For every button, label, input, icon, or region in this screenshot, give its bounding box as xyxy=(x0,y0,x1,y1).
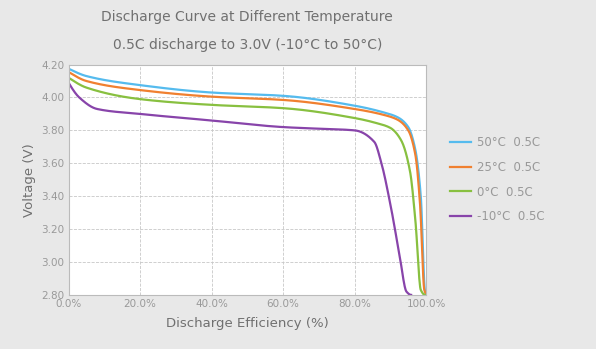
50°C  0.5C xyxy=(65,67,72,71)
25°C  0.5C xyxy=(283,98,290,102)
25°C  0.5C xyxy=(423,293,430,297)
0°C  0.5C xyxy=(281,106,288,110)
Y-axis label: Voltage (V): Voltage (V) xyxy=(23,143,36,217)
25°C  0.5C xyxy=(374,111,381,115)
0°C  0.5C xyxy=(87,87,94,91)
0°C  0.5C xyxy=(65,76,72,80)
50°C  0.5C xyxy=(337,101,344,105)
Text: 0.5C discharge to 3.0V (-10°C to 50°C): 0.5C discharge to 3.0V (-10°C to 50°C) xyxy=(113,38,382,52)
50°C  0.5C xyxy=(293,95,300,99)
Line: 25°C  0.5C: 25°C 0.5C xyxy=(69,72,427,295)
25°C  0.5C xyxy=(87,80,94,84)
-10°C  0.5C xyxy=(65,81,72,85)
X-axis label: Discharge Efficiency (%): Discharge Efficiency (%) xyxy=(166,317,329,331)
Line: -10°C  0.5C: -10°C 0.5C xyxy=(69,83,411,295)
-10°C  0.5C xyxy=(325,127,332,131)
50°C  0.5C xyxy=(87,75,94,79)
-10°C  0.5C xyxy=(86,104,93,108)
Legend: 50°C  0.5C, 25°C  0.5C, 0°C  0.5C, -10°C  0.5C: 50°C 0.5C, 25°C 0.5C, 0°C 0.5C, -10°C 0.… xyxy=(446,133,548,227)
50°C  0.5C xyxy=(423,293,430,297)
Line: 0°C  0.5C: 0°C 0.5C xyxy=(69,78,425,295)
0°C  0.5C xyxy=(292,107,299,111)
50°C  0.5C xyxy=(374,109,381,113)
25°C  0.5C xyxy=(293,99,300,103)
-10°C  0.5C xyxy=(360,131,367,135)
0°C  0.5C xyxy=(336,113,343,117)
25°C  0.5C xyxy=(65,70,72,74)
-10°C  0.5C xyxy=(273,125,280,129)
0°C  0.5C xyxy=(272,106,279,110)
Text: Discharge Curve at Different Temperature: Discharge Curve at Different Temperature xyxy=(101,10,393,24)
0°C  0.5C xyxy=(421,293,429,297)
0°C  0.5C xyxy=(372,121,379,125)
25°C  0.5C xyxy=(337,105,344,109)
-10°C  0.5C xyxy=(408,293,415,297)
-10°C  0.5C xyxy=(264,124,271,128)
50°C  0.5C xyxy=(283,94,290,98)
Line: 50°C  0.5C: 50°C 0.5C xyxy=(69,69,427,295)
50°C  0.5C xyxy=(273,93,280,97)
-10°C  0.5C xyxy=(283,125,290,129)
25°C  0.5C xyxy=(273,97,280,102)
